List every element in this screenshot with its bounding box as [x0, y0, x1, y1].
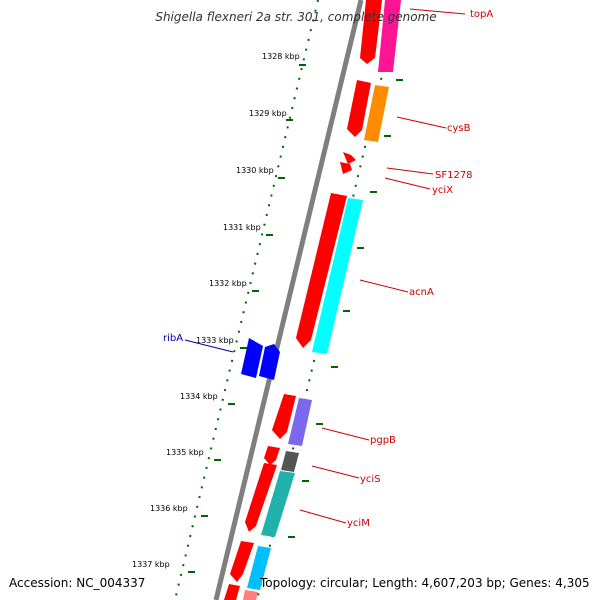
gene-label-acnA: acnA	[409, 287, 434, 298]
cds-block	[281, 451, 299, 472]
gene-arrow	[224, 584, 240, 600]
cds-block	[312, 198, 363, 354]
gene-arrow	[272, 394, 296, 439]
forward-features	[224, 0, 401, 600]
tick-label: 1335 kbp	[166, 448, 204, 457]
gene-label-cysB: cysB	[447, 123, 471, 134]
gene-arrow	[340, 162, 352, 174]
gene-arrow	[241, 338, 263, 378]
connector-line	[299, 509, 347, 524]
tick-label: 1332 kbp	[209, 279, 247, 288]
tick-label: 1330 kbp	[236, 166, 274, 175]
tick-label: 1334 kbp	[180, 392, 218, 401]
tick-label: 1337 kbp	[132, 560, 170, 569]
tick-label: 1336 kbp	[150, 504, 188, 513]
gene-label-pgpB: pgpB	[370, 435, 396, 446]
connector-line	[311, 465, 360, 479]
topology-text: Topology: circular; Length: 4,607,203 bp…	[259, 576, 590, 590]
gene-label-ribA: ribA	[163, 333, 183, 344]
gene-label-yciX: yciX	[432, 185, 453, 196]
cds-block	[247, 546, 271, 590]
tick-label: 1328 kbp	[262, 52, 300, 61]
cds-block	[243, 590, 258, 600]
gene-label-yciS: yciS	[360, 474, 381, 485]
gene-label-yciM: yciM	[347, 518, 370, 529]
accession-text: Accession: NC_004337	[9, 576, 145, 590]
genome-backbone	[213, 0, 364, 600]
gene-arrow	[347, 80, 371, 137]
connector-line	[384, 177, 431, 190]
label-connectors	[184, 8, 466, 524]
reverse-features	[241, 338, 280, 380]
connector-line	[396, 116, 447, 129]
connector-line	[409, 8, 466, 15]
map-title: Shigella flexneri 2a str. 301, complete …	[155, 10, 436, 24]
tick-marks	[188, 64, 403, 573]
gene-arrow	[230, 541, 254, 582]
gene-labels: topA cysB SF1278 yciX acnA ribA pgpB yci…	[163, 9, 493, 529]
tick-label: 1333 kbp	[196, 336, 234, 345]
cds-block	[364, 85, 389, 142]
tick-labels: 1328 kbp 1329 kbp 1330 kbp 1331 kbp 1332…	[132, 52, 300, 569]
gene-label-topA: topA	[470, 9, 493, 20]
outer-dotted-ring	[174, 0, 319, 600]
connector-line	[386, 167, 434, 175]
tick-label: 1331 kbp	[223, 223, 261, 232]
gene-arrow	[245, 463, 277, 532]
connector-line	[359, 279, 409, 293]
gene-arrow	[296, 193, 347, 348]
cds-block	[288, 398, 312, 446]
gene-arrow	[360, 0, 382, 64]
connector-line	[321, 427, 370, 441]
cds-block	[378, 0, 401, 72]
cds-block	[261, 471, 295, 537]
gene-arrow	[259, 344, 280, 380]
gene-arrow	[264, 446, 280, 465]
gene-label-SF1278: SF1278	[435, 170, 473, 181]
gene-arrow	[343, 152, 356, 164]
connector-line	[184, 339, 234, 353]
tick-label: 1329 kbp	[249, 109, 287, 118]
